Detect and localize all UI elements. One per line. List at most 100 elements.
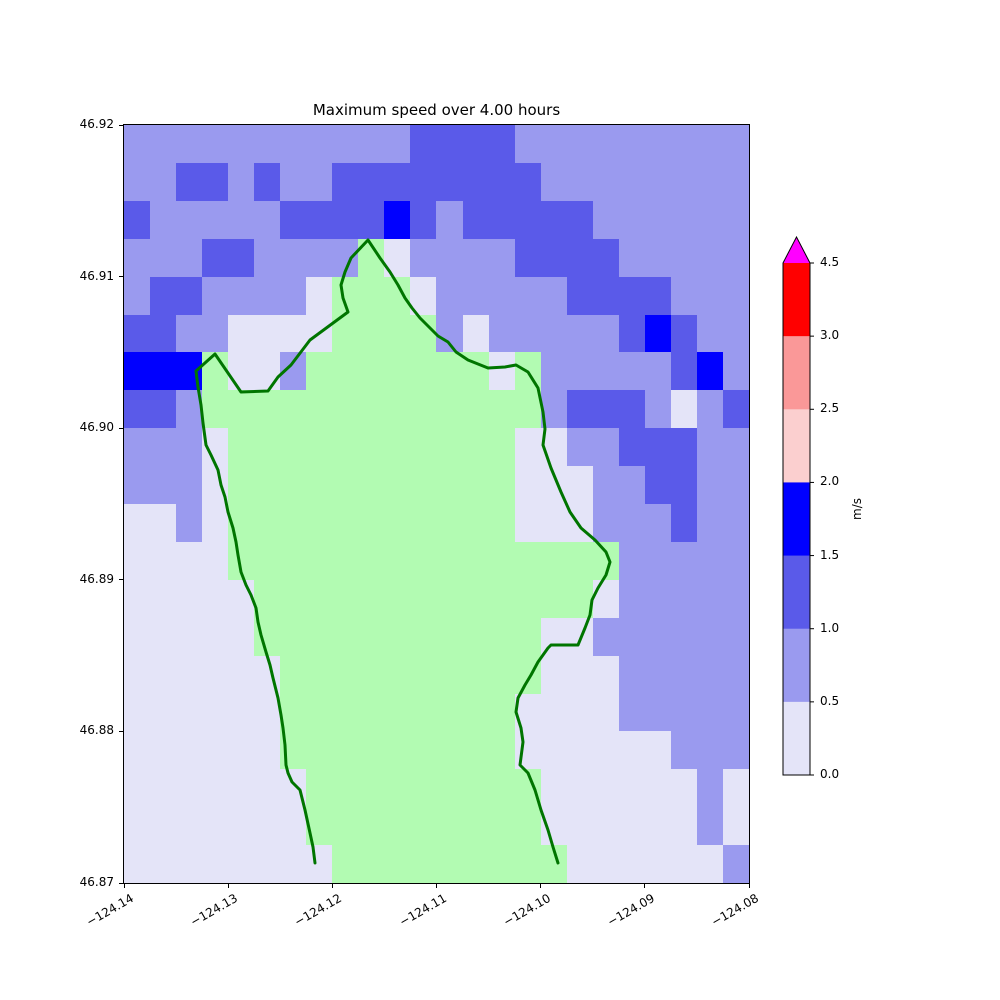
heatmap-cell bbox=[306, 276, 333, 315]
heatmap-cell bbox=[150, 769, 177, 808]
heatmap-cell bbox=[644, 125, 671, 163]
heatmap-cell bbox=[254, 466, 281, 504]
heatmap-cell bbox=[514, 314, 541, 353]
heatmap-cell bbox=[436, 693, 463, 732]
heatmap-cell bbox=[228, 579, 255, 618]
heatmap-cell bbox=[722, 579, 749, 618]
heatmap-cell bbox=[618, 200, 645, 239]
heatmap-cell bbox=[644, 352, 671, 391]
heatmap-cell bbox=[202, 162, 229, 201]
heatmap-cell bbox=[488, 845, 515, 883]
heatmap-cell bbox=[176, 390, 203, 429]
heatmap-cell bbox=[384, 466, 411, 504]
heatmap-cell bbox=[462, 731, 489, 770]
colorbar-tick-label: 4.5 bbox=[820, 255, 840, 269]
heatmap-cell bbox=[358, 731, 385, 770]
heatmap-cell bbox=[514, 541, 541, 580]
heatmap-cell bbox=[384, 617, 411, 656]
heatmap-cell bbox=[644, 200, 671, 239]
heatmap-cell bbox=[410, 655, 437, 694]
coastline-path bbox=[194, 238, 612, 865]
heatmap-cell bbox=[462, 769, 489, 808]
heatmap-cell bbox=[358, 579, 385, 618]
heatmap-cell bbox=[696, 314, 723, 353]
heatmap-cell bbox=[176, 314, 203, 353]
heatmap-cell bbox=[592, 314, 619, 353]
heatmap-cell bbox=[722, 390, 749, 429]
heatmap-cell bbox=[410, 125, 437, 163]
heatmap-cell bbox=[722, 238, 749, 277]
heatmap-cell bbox=[306, 200, 333, 239]
colorbar-segment bbox=[783, 263, 810, 337]
heatmap-cell bbox=[592, 238, 619, 277]
heatmap-cell bbox=[410, 390, 437, 429]
heatmap-cell bbox=[228, 314, 255, 353]
heatmap-cell bbox=[436, 807, 463, 846]
heatmap-cell bbox=[644, 845, 671, 883]
x-tick-mark bbox=[331, 884, 333, 888]
heatmap-cell bbox=[150, 579, 177, 618]
heatmap-cell bbox=[176, 466, 203, 504]
heatmap-cell bbox=[228, 390, 255, 429]
heatmap-cell bbox=[358, 693, 385, 732]
heatmap-cell bbox=[462, 390, 489, 429]
heatmap-cell bbox=[696, 200, 723, 239]
heatmap-cell bbox=[540, 731, 567, 770]
heatmap-cell bbox=[592, 504, 619, 542]
heatmap-cell bbox=[670, 693, 697, 732]
heatmap-cell bbox=[228, 731, 255, 770]
heatmap-cell bbox=[202, 579, 229, 618]
heatmap-cell bbox=[384, 504, 411, 542]
y-tick-label: 46.91 bbox=[79, 268, 114, 283]
heatmap-cell bbox=[566, 769, 593, 808]
heatmap-cell bbox=[306, 655, 333, 694]
heatmap-cell bbox=[228, 693, 255, 732]
heatmap-cell bbox=[592, 200, 619, 239]
heatmap-cell bbox=[618, 504, 645, 542]
heatmap-cell bbox=[358, 541, 385, 580]
heatmap-cell bbox=[592, 352, 619, 391]
heatmap-cell bbox=[722, 200, 749, 239]
heatmap-cell bbox=[124, 390, 151, 429]
heatmap-cell bbox=[722, 655, 749, 694]
colorbar-segment bbox=[783, 482, 810, 557]
heatmap-cell bbox=[124, 541, 151, 580]
heatmap-cell bbox=[280, 466, 307, 504]
heatmap-cell bbox=[618, 845, 645, 883]
x-tick-mark bbox=[540, 884, 542, 888]
heatmap-cell bbox=[592, 693, 619, 732]
heatmap-cell bbox=[410, 617, 437, 656]
heatmap-cell bbox=[202, 693, 229, 732]
heatmap-cell bbox=[254, 238, 281, 277]
heatmap-cell bbox=[384, 693, 411, 732]
heatmap-cell bbox=[514, 162, 541, 201]
heatmap-cell bbox=[228, 276, 255, 315]
heatmap-cell bbox=[670, 504, 697, 542]
heatmap-cell bbox=[150, 693, 177, 732]
heatmap-cell bbox=[176, 845, 203, 883]
heatmap-cell bbox=[566, 807, 593, 846]
heatmap-cell bbox=[696, 807, 723, 846]
heatmap-cell bbox=[228, 466, 255, 504]
heatmap-cell bbox=[540, 504, 567, 542]
colorbar-tick-label: 1.0 bbox=[820, 620, 840, 635]
heatmap-cell bbox=[306, 769, 333, 808]
heatmap-cell bbox=[566, 731, 593, 770]
heatmap-cell bbox=[176, 769, 203, 808]
heatmap-cell bbox=[358, 504, 385, 542]
heatmap-cell bbox=[332, 200, 359, 239]
heatmap-grid bbox=[124, 125, 749, 883]
x-tick-label: −124.09 bbox=[604, 891, 657, 930]
heatmap-cell bbox=[228, 200, 255, 239]
heatmap-cell bbox=[540, 693, 567, 732]
heatmap-cell bbox=[488, 617, 515, 656]
x-tick-label: −124.13 bbox=[188, 891, 241, 930]
heatmap-cell bbox=[410, 807, 437, 846]
chart-title: Maximum speed over 4.00 hours bbox=[312, 101, 561, 119]
heatmap-cell bbox=[670, 845, 697, 883]
heatmap-cell bbox=[644, 390, 671, 429]
heatmap-cell bbox=[436, 200, 463, 239]
heatmap-cell bbox=[644, 504, 671, 542]
heatmap-cell bbox=[332, 617, 359, 656]
